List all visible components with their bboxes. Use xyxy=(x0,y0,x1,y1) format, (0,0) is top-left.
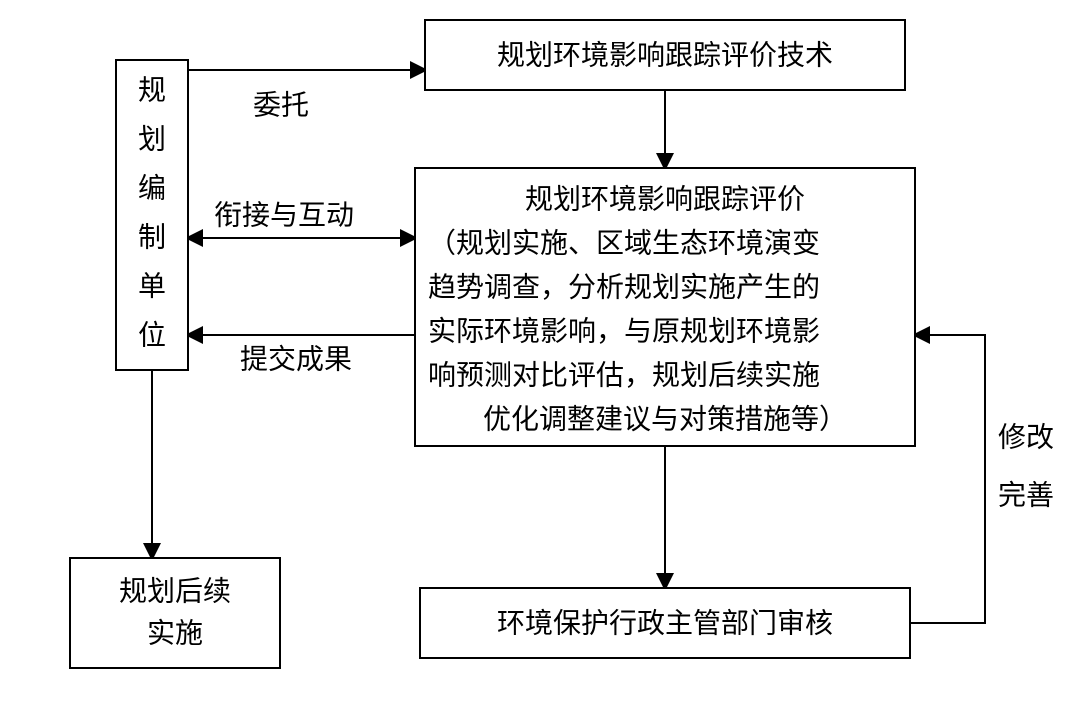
node-followup-impl: 规划后续 实施 xyxy=(70,558,280,668)
svg-text:响预测对比评估，规划后续实施: 响预测对比评估，规划后续实施 xyxy=(428,359,820,391)
svg-text:规划环境影响跟踪评价技术: 规划环境影响跟踪评价技术 xyxy=(497,39,833,71)
edge-label-submit: 提交成果 xyxy=(240,343,352,375)
node-tracking-tech: 规划环境影响跟踪评价技术 xyxy=(425,20,905,90)
svg-text:趋势调查，分析规划实施产生的: 趋势调查，分析规划实施产生的 xyxy=(428,271,820,303)
svg-text:规: 规 xyxy=(138,75,166,106)
svg-text:规划后续: 规划后续 xyxy=(119,575,231,607)
node-tracking-eval: 规划环境影响跟踪评价 （规划实施、区域生态环境演变 趋势调查，分析规划实施产生的… xyxy=(415,168,915,446)
flowchart-canvas: 委托 衔接与互动 提交成果 修改 完善 规 划 编 制 单 位 规划环境影响跟踪… xyxy=(0,0,1076,718)
node-planning-unit: 规 划 编 制 单 位 xyxy=(116,60,188,370)
edge-revise xyxy=(910,335,985,623)
svg-text:划: 划 xyxy=(138,123,166,155)
edge-label-commission: 委托 xyxy=(253,89,309,121)
svg-text:环境保护行政主管部门审核: 环境保护行政主管部门审核 xyxy=(497,607,833,639)
svg-text:（规划实施、区域生态环境演变: （规划实施、区域生态环境演变 xyxy=(428,227,820,259)
svg-text:位: 位 xyxy=(138,319,166,351)
svg-text:实际环境影响，与原规划环境影: 实际环境影响，与原规划环境影 xyxy=(428,315,820,347)
node-env-authority-review: 环境保护行政主管部门审核 xyxy=(420,588,910,658)
svg-text:规划环境影响跟踪评价: 规划环境影响跟踪评价 xyxy=(525,183,805,215)
edge-label-link-interact: 衔接与互动 xyxy=(214,199,354,231)
svg-text:制: 制 xyxy=(138,221,166,253)
svg-text:单: 单 xyxy=(138,270,166,302)
svg-text:编: 编 xyxy=(138,172,166,204)
svg-text:优化调整建议与对策措施等）: 优化调整建议与对策措施等） xyxy=(483,403,847,435)
svg-text:实施: 实施 xyxy=(147,617,203,649)
edge-label-revise-1: 修改 xyxy=(998,421,1054,453)
edge-label-revise-2: 完善 xyxy=(998,479,1054,511)
